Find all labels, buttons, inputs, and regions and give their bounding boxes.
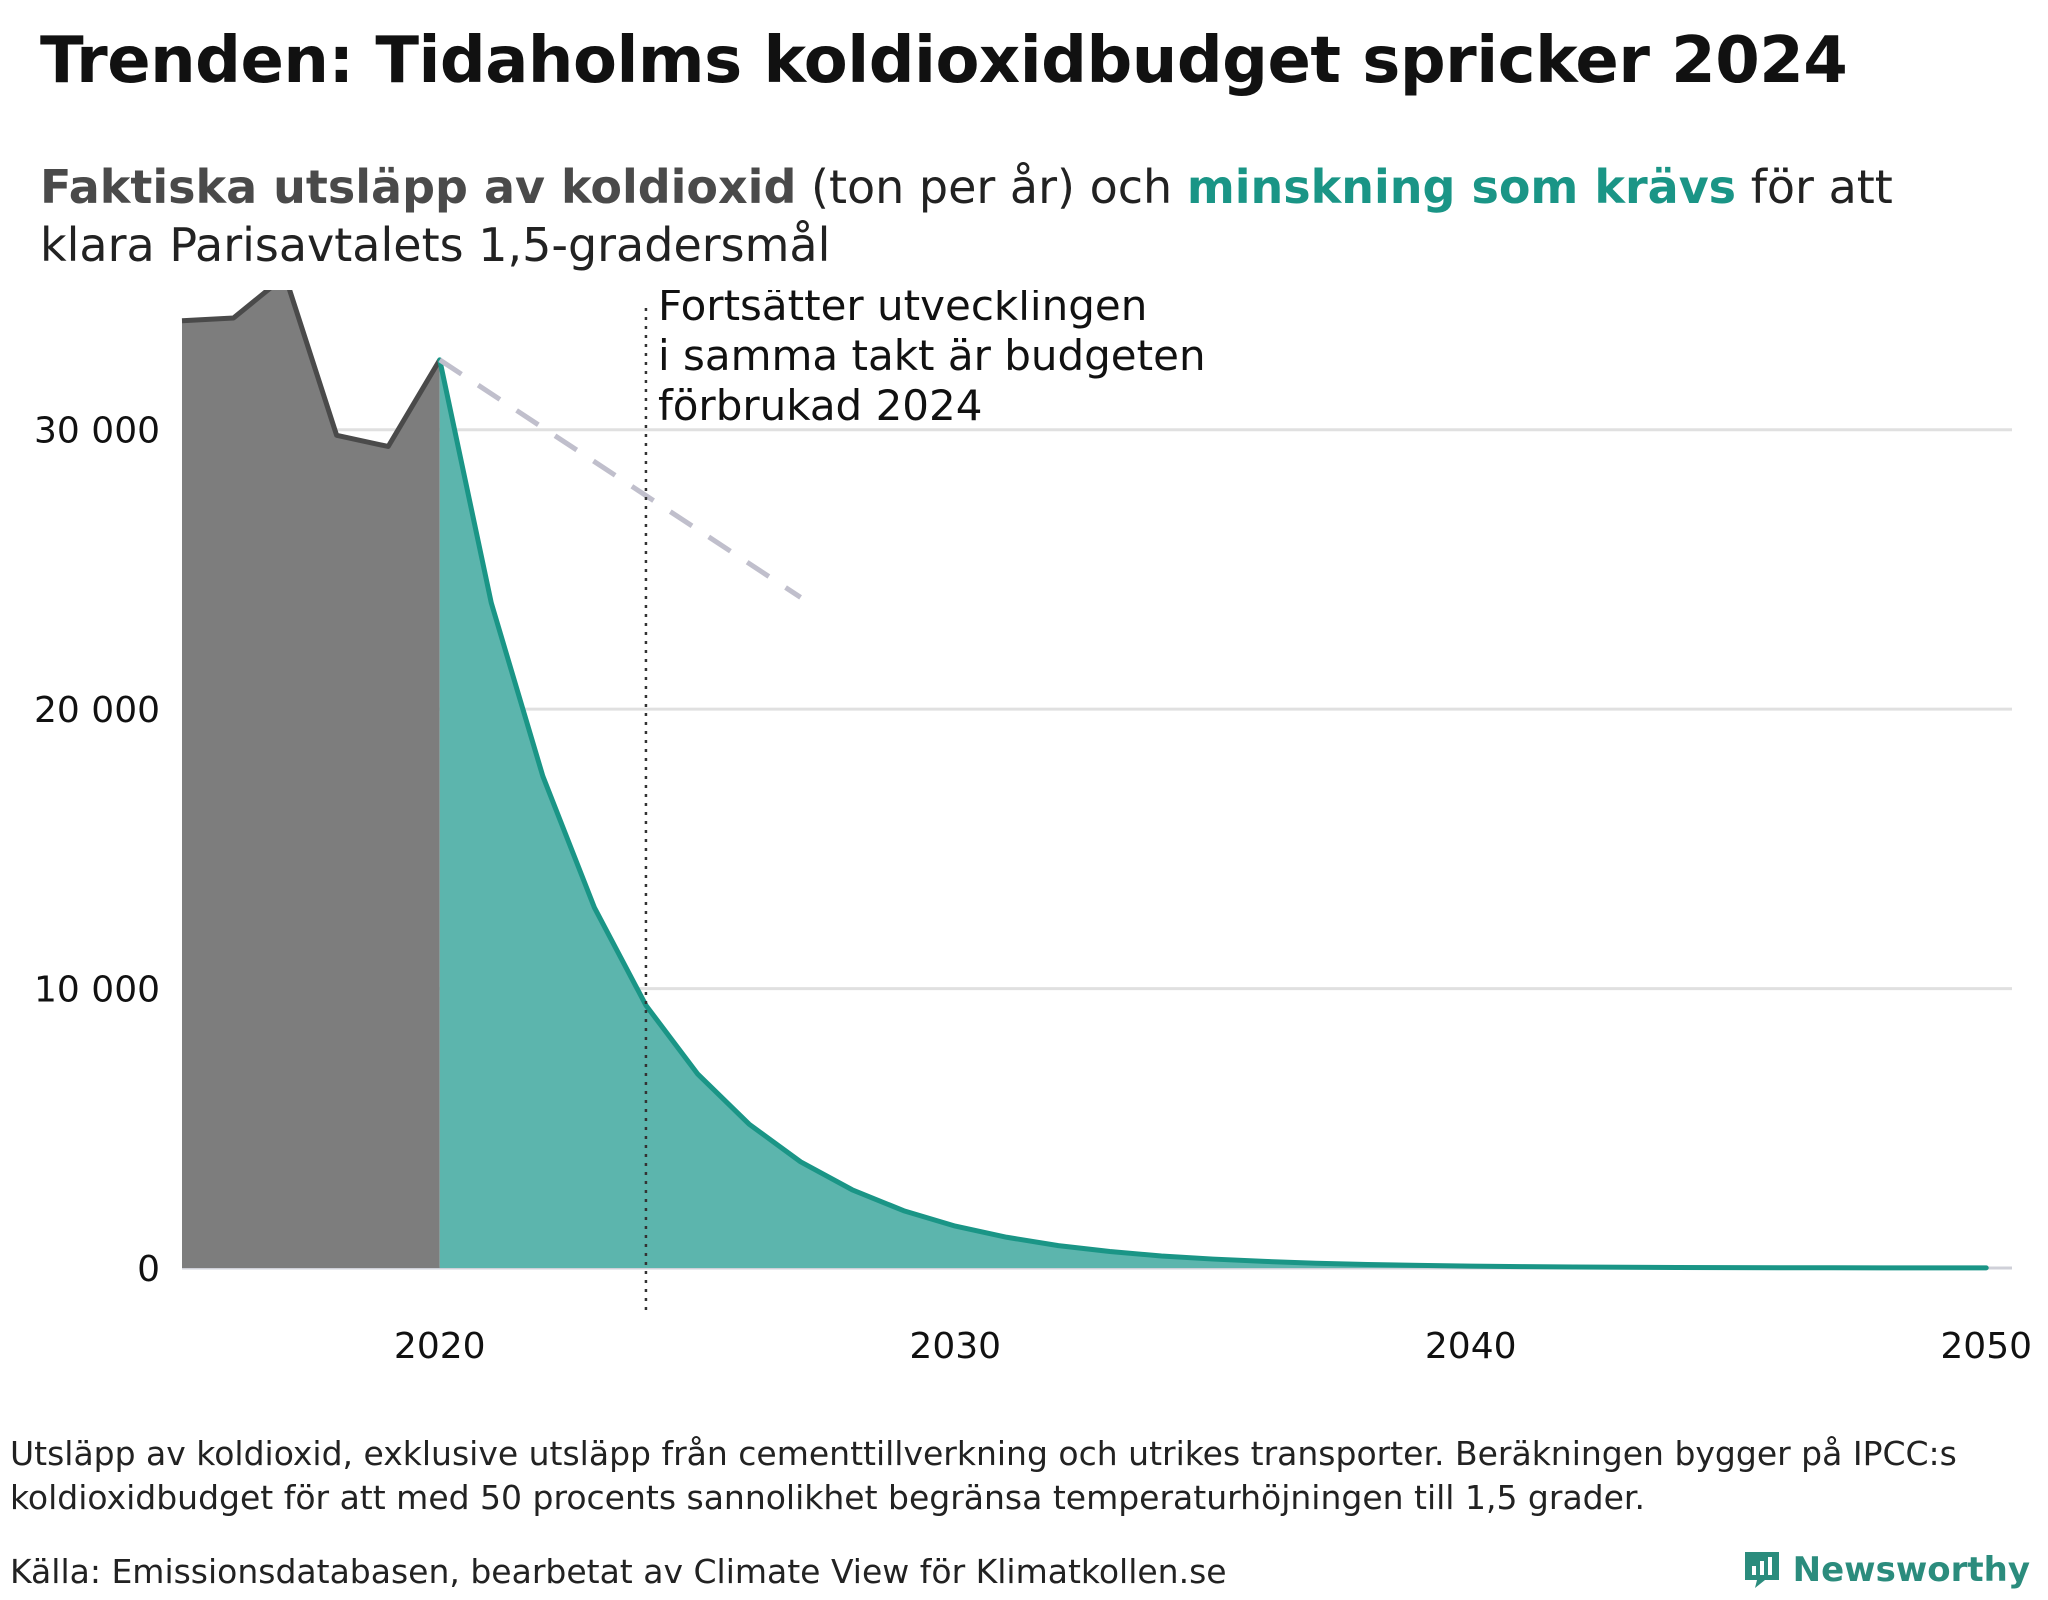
x-axis: 2020 2030 2040 2050 <box>394 1326 2032 1367</box>
subtitle-actual-emissions: Faktiska utsläpp av koldioxid <box>40 160 797 214</box>
footnote: Utsläpp av koldioxid, exklusive utsläpp … <box>10 1434 1957 1517</box>
x-tick-label: 2050 <box>1940 1326 2032 1367</box>
annotation-text: Fortsätter utvecklingen i samma takt är b… <box>658 290 1206 430</box>
required-reduction-area <box>439 359 1987 1268</box>
subtitle-goal-text: för att klara Parisavtalets 1,5-gradersm… <box>40 160 1893 272</box>
chart-subtitle: Faktiska utsläpp av koldioxid (ton per å… <box>40 158 2020 274</box>
x-tick-label: 2040 <box>1425 1326 1517 1367</box>
subtitle-unit-text: (ton per år) och <box>796 160 1187 214</box>
y-tick-label: 30 000 <box>34 411 160 452</box>
actual-emissions-area <box>182 290 440 1268</box>
y-tick-label: 10 000 <box>34 970 160 1011</box>
chart-logo-icon <box>1744 1552 1779 1588</box>
y-tick-label: 0 <box>137 1249 160 1290</box>
source-text: Källa: Emissionsdatabasen, bearbetat av … <box>10 1552 1227 1591</box>
subtitle-required-reduction: minskning som krävs <box>1186 160 1737 214</box>
x-tick-label: 2020 <box>394 1326 486 1367</box>
chart-areas <box>182 290 1987 1268</box>
emissions-chart: Fortsätter utvecklingen i samma takt är b… <box>34 290 2032 1367</box>
brand-name: Newsworthy <box>1792 1550 2030 1590</box>
y-axis: 0 10 000 20 000 30 000 <box>34 411 160 1290</box>
trend-dashed-line <box>438 357 802 600</box>
actual-emissions-line <box>181 290 442 449</box>
annotation-line: i samma takt är budgeten <box>658 331 1206 380</box>
annotation-group: Fortsätter utvecklingen i samma takt är b… <box>644 290 1206 1312</box>
annotation-line: förbrukad 2024 <box>658 381 983 430</box>
y-tick-label: 20 000 <box>34 690 160 731</box>
chart-title: Trenden: Tidaholms koldioxidbudget spric… <box>40 24 1848 98</box>
x-tick-label: 2030 <box>909 1326 1001 1367</box>
newsworthy-logo: Newsworthy <box>1743 1550 2030 1590</box>
required-reduction-line <box>437 357 1989 1271</box>
annotation-line: Fortsätter utvecklingen <box>658 290 1147 330</box>
chart-lines <box>181 290 1989 1271</box>
